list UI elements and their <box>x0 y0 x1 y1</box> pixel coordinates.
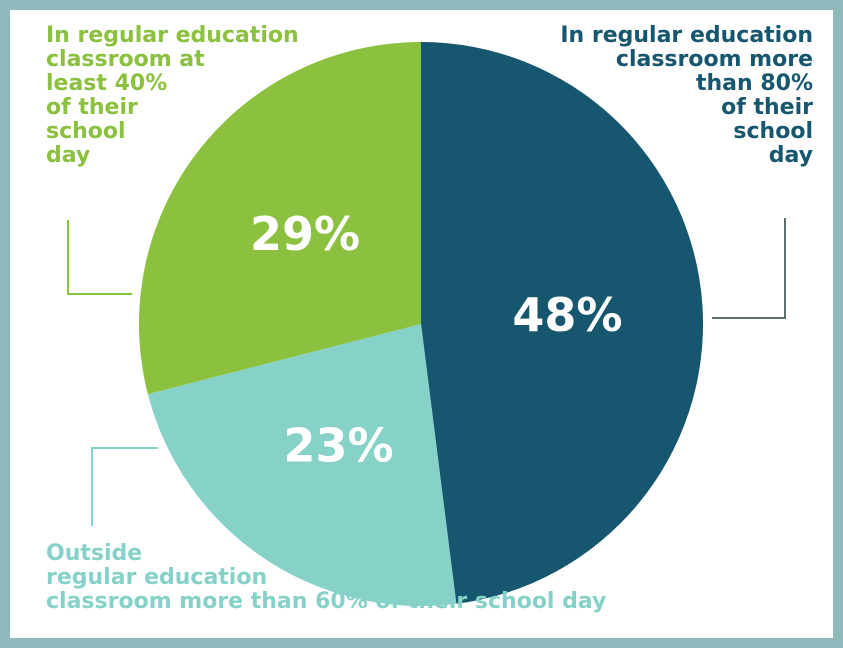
slice-label-teal: Outside regular education classroom more… <box>46 541 607 614</box>
leader-line-navy <box>712 218 786 319</box>
pie-slice-teal <box>147 324 457 607</box>
leader-line-teal <box>91 447 158 526</box>
chart-panel: 48% 23% 29% In regular education classroom… <box>10 10 833 638</box>
pie-slices <box>139 42 704 607</box>
value-labels: 48% 23% 29% <box>250 207 622 472</box>
leader-lines <box>67 218 786 526</box>
leader-line-green <box>67 220 132 295</box>
value-label-navy: 48% <box>512 288 622 342</box>
value-label-teal: 23% <box>284 418 394 472</box>
pie-slice-green <box>139 42 421 395</box>
pie-chart: 48% 23% 29% <box>67 42 786 607</box>
pie-slice-navy <box>421 42 704 604</box>
value-label-green: 29% <box>250 207 360 261</box>
slice-label-green: In regular education classroom at least … <box>46 23 299 168</box>
slice-label-navy: In regular education classroom more than… <box>560 23 813 168</box>
